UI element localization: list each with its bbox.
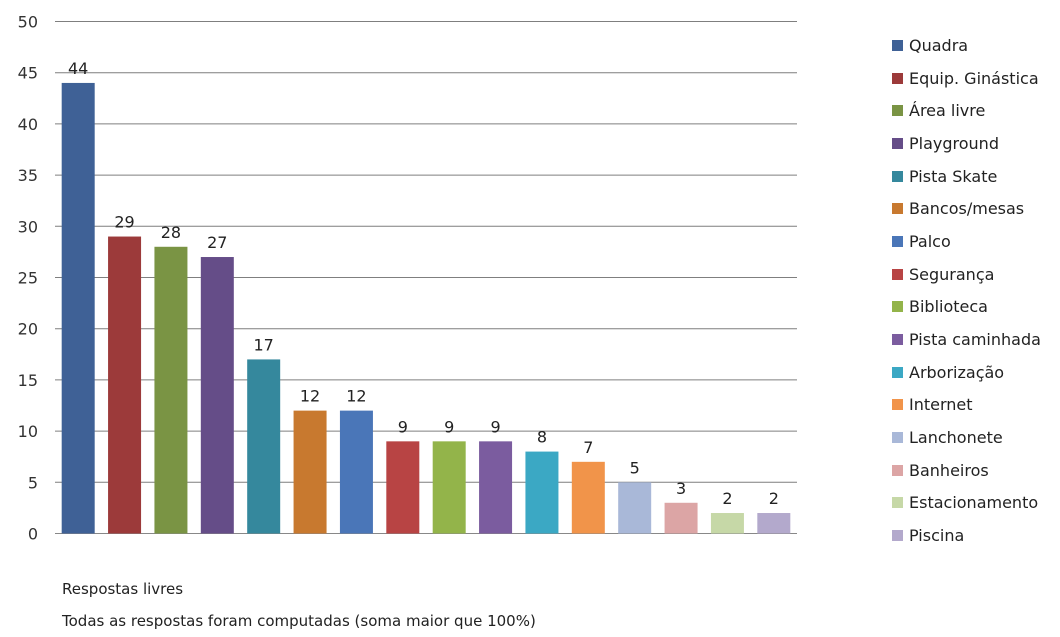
legend-label: Playground — [909, 134, 999, 153]
bar — [433, 441, 466, 533]
y-tick-label: 35 — [18, 166, 38, 185]
note-all-responses-counted: Todas as respostas foram computadas (som… — [62, 612, 536, 630]
data-label: 5 — [630, 458, 640, 477]
data-label: 12 — [300, 387, 320, 406]
legend-item: Biblioteca — [892, 291, 1041, 324]
legend-item: Piscina — [892, 519, 1041, 552]
legend-swatch — [892, 301, 903, 312]
legend-swatch — [892, 432, 903, 443]
legend-item: Estacionamento — [892, 487, 1041, 520]
legend-item: Equip. Ginástica — [892, 62, 1041, 95]
y-tick-label: 25 — [18, 269, 38, 288]
legend-swatch — [892, 105, 903, 116]
legend-item: Banheiros — [892, 454, 1041, 487]
bar — [247, 359, 280, 533]
bar — [294, 411, 327, 534]
y-tick-label: 50 — [18, 13, 38, 32]
legend-swatch — [892, 399, 903, 410]
legend: Quadra Equip. Ginástica Área livre Playgrou… — [892, 29, 1041, 552]
legend-swatch — [892, 497, 903, 508]
legend-swatch — [892, 465, 903, 476]
legend-item: Palco — [892, 225, 1041, 258]
data-label: 2 — [769, 489, 779, 508]
legend-label: Internet — [909, 395, 973, 414]
bar — [665, 503, 698, 534]
y-tick-label: 5 — [28, 473, 38, 492]
legend-item: Arborização — [892, 356, 1041, 389]
legend-label: Estacionamento — [909, 493, 1038, 512]
legend-label: Pista caminhada — [909, 330, 1041, 349]
legend-label: Biblioteca — [909, 297, 988, 316]
y-tick-label: 10 — [18, 422, 38, 441]
legend-label: Quadra — [909, 36, 968, 55]
legend-swatch — [892, 236, 903, 247]
data-label: 8 — [537, 428, 547, 447]
bar — [108, 237, 141, 534]
data-label: 9 — [398, 417, 408, 436]
legend-label: Segurança — [909, 265, 994, 284]
legend-label: Pista Skate — [909, 167, 997, 186]
legend-swatch — [892, 171, 903, 182]
y-tick-label: 20 — [18, 320, 38, 339]
data-label: 9 — [444, 417, 454, 436]
bar — [201, 257, 234, 533]
data-label: 12 — [346, 387, 366, 406]
bar — [154, 247, 187, 534]
legend-label: Lanchonete — [909, 428, 1003, 447]
note-free-responses: Respostas livres — [62, 580, 183, 598]
legend-swatch — [892, 73, 903, 84]
data-label: 28 — [161, 223, 181, 242]
legend-label: Bancos/mesas — [909, 199, 1024, 218]
bar — [386, 441, 419, 533]
legend-item: Quadra — [892, 29, 1041, 62]
legend-swatch — [892, 138, 903, 149]
y-tick-label: 0 — [28, 525, 38, 544]
legend-item: Bancos/mesas — [892, 192, 1041, 225]
legend-item: Pista caminhada — [892, 323, 1041, 356]
legend-label: Palco — [909, 232, 951, 251]
legend-label: Equip. Ginástica — [909, 69, 1039, 88]
y-tick-label: 30 — [18, 217, 38, 236]
legend-item: Lanchonete — [892, 421, 1041, 454]
y-tick-label: 40 — [18, 115, 38, 134]
bar — [479, 441, 512, 533]
legend-label: Piscina — [909, 526, 964, 545]
data-label: 3 — [676, 479, 686, 498]
legend-label: Banheiros — [909, 461, 989, 480]
y-axis-ticks: 0 5 10 15 20 25 30 35 40 45 50 — [18, 13, 38, 544]
legend-item: Segurança — [892, 258, 1041, 291]
data-label: 9 — [490, 417, 500, 436]
legend-item: Playground — [892, 127, 1041, 160]
bars — [62, 83, 791, 534]
data-label: 44 — [68, 59, 88, 78]
bar — [618, 482, 651, 533]
bar — [62, 83, 95, 534]
data-label: 27 — [207, 233, 227, 252]
bar — [340, 411, 373, 534]
legend-swatch — [892, 530, 903, 541]
legend-label: Área livre — [909, 101, 985, 120]
legend-item: Pista Skate — [892, 160, 1041, 193]
legend-swatch — [892, 367, 903, 378]
legend-item: Área livre — [892, 94, 1041, 127]
bar — [757, 513, 790, 533]
legend-swatch — [892, 269, 903, 280]
y-tick-label: 45 — [18, 64, 38, 83]
bar — [525, 452, 558, 534]
legend-swatch — [892, 203, 903, 214]
legend-item: Internet — [892, 389, 1041, 422]
legend-swatch — [892, 40, 903, 51]
legend-label: Arborização — [909, 363, 1004, 382]
bar — [711, 513, 744, 533]
bar — [572, 462, 605, 534]
data-label: 29 — [114, 213, 134, 232]
y-tick-label: 15 — [18, 371, 38, 390]
data-label: 2 — [722, 489, 732, 508]
legend-swatch — [892, 334, 903, 345]
data-label: 17 — [254, 335, 274, 354]
data-label: 7 — [583, 438, 593, 457]
